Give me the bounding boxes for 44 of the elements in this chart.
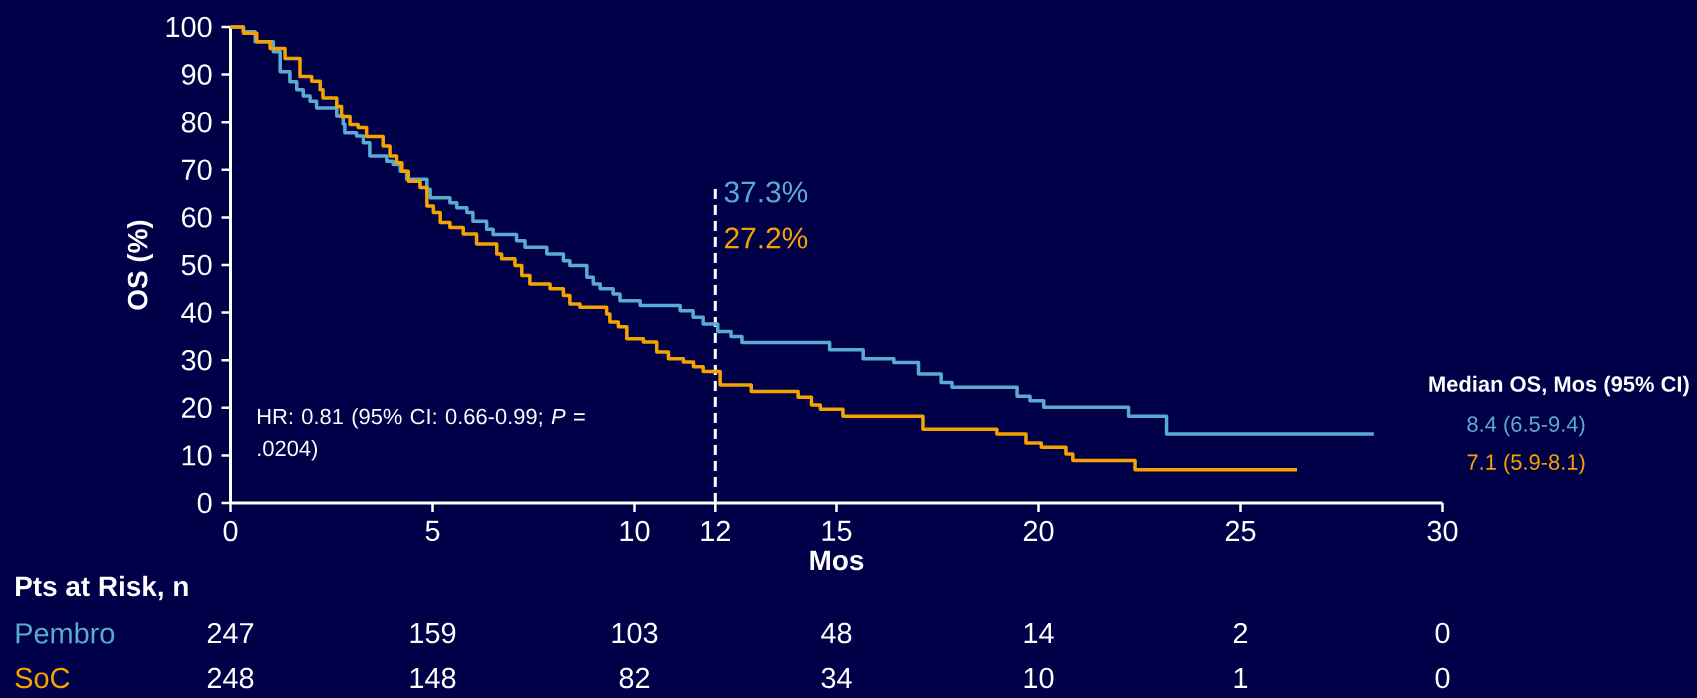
text: Pembro	[16, 622, 115, 644]
y-tick-label: 10	[182, 445, 212, 466]
text: 48	[821, 622, 852, 644]
text: SoC	[15, 667, 70, 689]
text: 148	[410, 667, 456, 689]
text: 2	[1233, 622, 1248, 644]
text: 0	[1435, 667, 1450, 689]
x-tick-label: 0	[223, 520, 238, 542]
text: 248	[207, 667, 254, 689]
text: 82	[619, 667, 650, 689]
y-tick-label: 70	[182, 159, 212, 181]
text: 34	[821, 667, 852, 689]
y-tick-label: 50	[181, 254, 212, 276]
x-tick-label: 10	[620, 520, 650, 542]
y-tick-label: 90	[181, 64, 212, 85]
annotation: 37.3%	[724, 181, 808, 203]
annotation: 27.2%	[725, 227, 808, 249]
y-tick-label: 60	[182, 207, 212, 228]
x-tick-label: 12	[701, 520, 730, 541]
x-tick-label: 30	[1427, 520, 1458, 542]
y-tick-label: 30	[181, 349, 212, 371]
y-axis-title: OS (%)	[127, 220, 153, 310]
y-tick-label: 100	[166, 16, 212, 38]
text: Pts at Risk, n	[16, 575, 188, 601]
text: HR: 0.81 (95% CI: 0.66-0.99; P = .0204)	[258, 408, 585, 461]
text: 7.1 (5.9-8.1)	[1467, 453, 1585, 475]
y-tick-label: 40	[181, 302, 212, 323]
text: 8.4 (6.5-9.4)	[1467, 415, 1585, 437]
x-axis-title: Mos	[810, 550, 864, 571]
x-tick-label: 20	[1023, 520, 1054, 542]
text: 1	[1234, 668, 1248, 688]
y-tick-label: 80	[181, 111, 212, 133]
x-tick-label: 15	[822, 520, 852, 541]
x-tick-label: 5	[425, 520, 440, 541]
text: 0	[1435, 622, 1450, 644]
text: 10	[1024, 667, 1054, 689]
text: 159	[410, 622, 456, 644]
text: 103	[612, 622, 658, 644]
text: 14	[1024, 623, 1054, 643]
text: 247	[207, 622, 254, 644]
annotation: Median OS, Mos (95% CI)	[1429, 375, 1689, 397]
y-tick-label: 20	[182, 397, 212, 419]
x-tick-label: 25	[1225, 520, 1256, 542]
y-tick-label: 0	[197, 492, 212, 514]
